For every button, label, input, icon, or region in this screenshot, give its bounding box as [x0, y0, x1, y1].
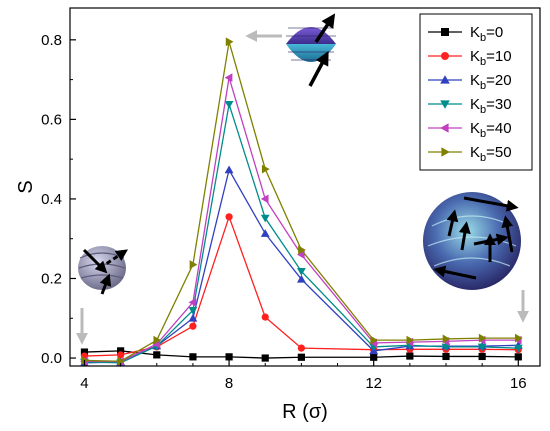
data-point [224, 100, 234, 109]
medium-particle-inset [245, 13, 336, 87]
x-tick-label: 16 [510, 375, 527, 392]
legend-marker [441, 147, 450, 157]
legend-label: Kb=20 [470, 72, 512, 92]
data-point [261, 354, 269, 362]
legend-item: Kb=40 [428, 120, 512, 140]
y-tick-label: 0.6 [41, 111, 62, 128]
legend: Kb=0 Kb=10 Kb=20 Kb=30 Kb=40 Kb=50 [419, 13, 533, 171]
data-point [406, 352, 414, 360]
x-tick-label: 12 [365, 375, 382, 392]
y-tick-label: 0.4 [41, 191, 62, 208]
data-point [224, 73, 233, 83]
legend-item: Kb=0 [428, 24, 503, 44]
data-point [260, 229, 270, 237]
data-point [370, 335, 379, 345]
legend-label: Kb=50 [470, 144, 512, 164]
series-kb-0 [80, 347, 522, 362]
data-point [296, 274, 306, 283]
legend-label: Kb=30 [470, 96, 512, 116]
data-point [188, 297, 197, 307]
data-point [442, 334, 451, 344]
legend-marker [440, 75, 450, 84]
data-point [406, 335, 415, 345]
data-point [298, 245, 306, 255]
legend-item: Kb=20 [428, 72, 512, 92]
data-point [297, 353, 305, 361]
legend-label: Kb=0 [470, 24, 503, 44]
y-tick-label: 0.8 [41, 32, 62, 49]
data-point [153, 335, 162, 345]
data-point [478, 333, 487, 343]
data-point [117, 351, 125, 359]
data-point [225, 37, 234, 47]
data-point [261, 164, 270, 174]
y-tick-label: 0.0 [41, 350, 62, 367]
legend-marker [440, 100, 450, 109]
x-tick-label: 8 [225, 375, 233, 392]
legend-box [419, 13, 533, 171]
data-point [261, 313, 269, 321]
data-point [225, 353, 233, 361]
data-point [189, 322, 197, 330]
small-particle-inset [76, 246, 128, 345]
data-point [514, 353, 522, 361]
plot-frame [69, 7, 541, 367]
legend-label: Kb=10 [470, 48, 512, 68]
data-point [152, 339, 161, 349]
data-point [442, 352, 450, 361]
data-point [224, 165, 234, 174]
data-point [225, 213, 233, 221]
data-point [260, 194, 269, 204]
legend-item: Kb=30 [428, 96, 512, 116]
data-point [478, 352, 486, 361]
legend-marker [441, 28, 449, 36]
data-point [260, 214, 270, 223]
data-point [477, 343, 487, 352]
legend-label: Kb=40 [470, 120, 512, 140]
series-kb-50 [81, 37, 523, 366]
legend-item: Kb=10 [428, 48, 512, 68]
data-point [370, 353, 378, 361]
data-point [80, 348, 89, 356]
x-tick-label: 4 [80, 375, 88, 392]
data-point [188, 307, 198, 315]
legend-item: Kb=50 [428, 144, 512, 164]
data-point [441, 343, 451, 352]
data-point [513, 344, 523, 353]
data-point [189, 353, 197, 361]
series-line [84, 77, 519, 363]
data-point [117, 356, 126, 366]
y-axis-title: S [15, 180, 37, 193]
legend-marker [441, 52, 449, 60]
data-point [297, 344, 305, 352]
x-axis-title: R (σ) [282, 401, 328, 423]
data-point [117, 347, 125, 355]
legend-marker [440, 123, 449, 133]
series-line [84, 104, 519, 364]
data-point [296, 268, 306, 276]
data-point [189, 260, 198, 269]
data-point [515, 333, 523, 343]
data-point [188, 313, 198, 322]
large-particle-inset [423, 192, 529, 323]
series-line [84, 41, 519, 362]
y-tick-label: 0.2 [41, 270, 62, 287]
series-line [84, 350, 519, 359]
data-point [153, 351, 161, 359]
